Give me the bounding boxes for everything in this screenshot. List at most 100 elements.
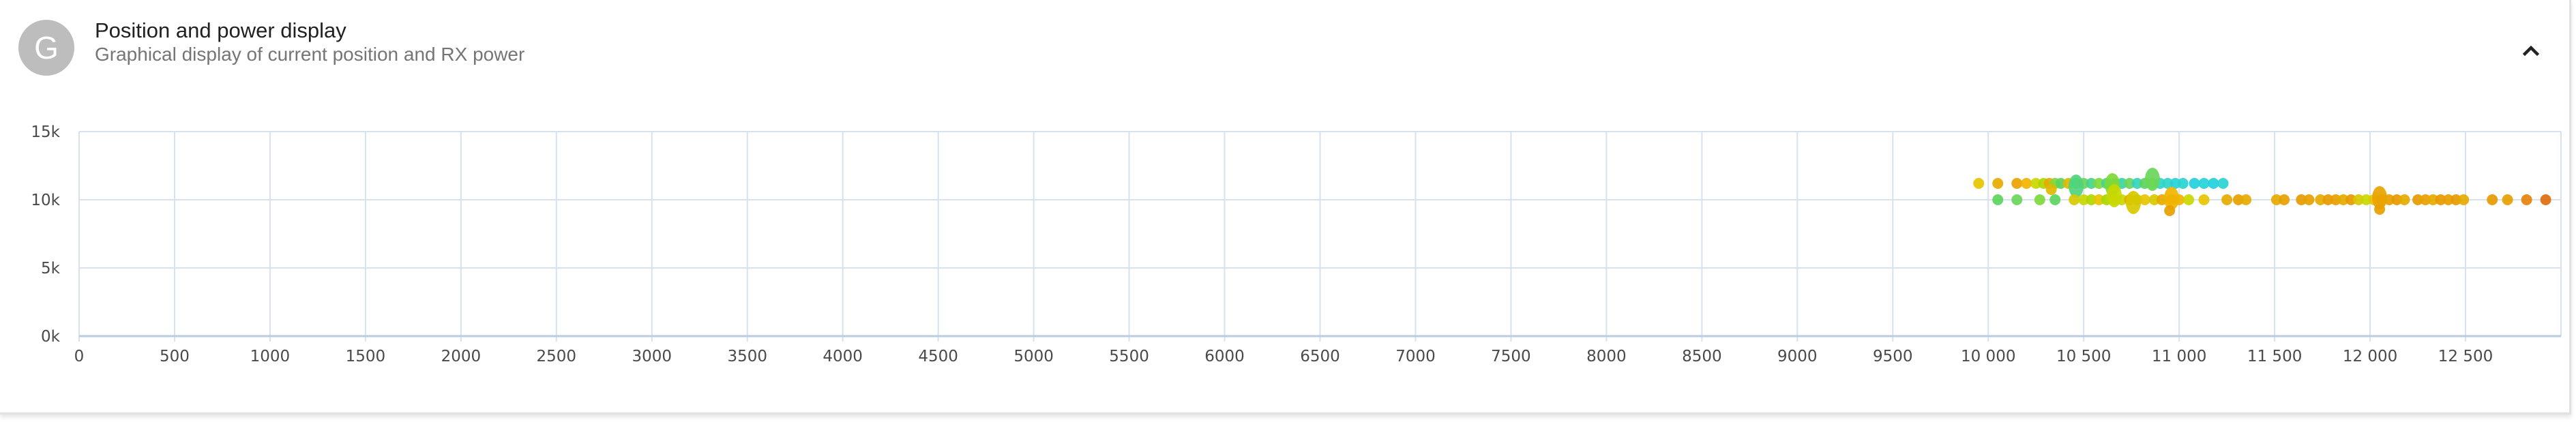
data-point <box>2374 204 2386 215</box>
data-point <box>2069 194 2080 205</box>
x-tick-label: 11 500 <box>2247 348 2302 365</box>
data-point <box>2086 194 2097 205</box>
x-tick-label: 2500 <box>537 348 577 365</box>
x-tick-label: 10 000 <box>1961 348 2015 365</box>
collapse-button[interactable] <box>2512 31 2550 70</box>
data-point <box>2093 194 2105 205</box>
data-point <box>2540 194 2551 205</box>
data-point <box>2279 194 2290 205</box>
data-point <box>2270 194 2282 205</box>
data-point <box>2164 205 2176 216</box>
data-point <box>2435 194 2446 205</box>
position-power-chart: 0 500 1000 1500 2000 2500 3000 3500 4000 4500 5000… <box>31 123 2562 365</box>
x-tick-label: 8000 <box>1586 348 1627 365</box>
data-point <box>2442 194 2454 205</box>
chart-grid <box>78 131 2562 342</box>
data-point <box>2131 178 2143 189</box>
data-point <box>2021 178 2032 189</box>
data-point <box>2391 194 2403 205</box>
x-tick-label: 7000 <box>1395 348 1436 365</box>
data-point <box>2337 194 2349 205</box>
card-header: G Position and power display Graphical d… <box>0 0 2569 102</box>
x-tick-label: 4000 <box>823 348 863 365</box>
x-tick-label: 8500 <box>1682 348 1722 365</box>
position-power-card: G Position and power display Graphical d… <box>0 0 2571 415</box>
x-tick-label: 7500 <box>1491 348 1531 365</box>
data-point <box>2420 194 2431 205</box>
y-tick-label: 10k <box>31 192 60 209</box>
data-point <box>2198 178 2210 189</box>
chart-axes: 0 500 1000 1500 2000 2500 3000 3500 4000 4500 5000… <box>31 123 2561 365</box>
y-tick-label: 15k <box>31 123 60 141</box>
data-point <box>2125 191 2141 214</box>
y-tick-label: 5k <box>41 260 61 277</box>
data-point <box>2183 194 2195 205</box>
data-point <box>2399 194 2410 205</box>
data-point <box>1992 194 2004 205</box>
data-point <box>2458 194 2470 205</box>
chevron-up-icon <box>2522 45 2540 57</box>
data-point <box>2189 178 2200 189</box>
data-point <box>2502 194 2513 205</box>
data-point <box>2412 194 2424 205</box>
data-point <box>2078 194 2090 205</box>
data-point <box>2487 194 2498 205</box>
data-point <box>2451 194 2462 205</box>
x-tick-label: 500 <box>160 348 190 365</box>
data-point <box>2045 184 2057 195</box>
data-point <box>2170 178 2181 189</box>
data-point <box>2322 194 2334 205</box>
data-point <box>2330 194 2341 205</box>
data-point <box>1992 178 2004 189</box>
x-tick-label: 6000 <box>1204 348 1245 365</box>
data-point <box>2296 194 2307 205</box>
data-point <box>1973 178 1985 189</box>
x-tick-label: 12 000 <box>2343 348 2397 365</box>
data-point <box>2162 178 2174 189</box>
data-point <box>2345 194 2357 205</box>
x-tick-label: 5000 <box>1013 348 1054 365</box>
x-tick-label: 4500 <box>918 348 958 365</box>
data-point <box>2221 194 2233 205</box>
x-tick-label: 9500 <box>1873 348 1913 365</box>
data-point <box>2232 194 2244 205</box>
data-point <box>2034 194 2045 205</box>
x-tick-label: 10 500 <box>2056 348 2111 365</box>
data-point <box>2106 184 2122 207</box>
data-point <box>2198 194 2210 205</box>
data-point <box>2148 194 2160 205</box>
x-tick-label: 12 500 <box>2438 348 2493 365</box>
data-point <box>2068 175 2084 198</box>
data-point <box>2521 194 2532 205</box>
data-point <box>2177 178 2189 189</box>
data-point <box>2303 194 2315 205</box>
x-tick-label: 2000 <box>441 348 482 365</box>
x-tick-label: 0 <box>74 348 85 365</box>
data-point <box>2240 194 2252 205</box>
card-title: Position and power display <box>95 18 346 42</box>
data-point <box>2049 194 2061 205</box>
data-point <box>2124 178 2135 189</box>
data-point <box>2217 178 2229 189</box>
x-tick-label: 1000 <box>250 348 291 365</box>
card-subtitle: Graphical display of current position an… <box>95 44 525 65</box>
x-tick-label: 11 000 <box>2152 348 2206 365</box>
chart-points <box>1973 168 2551 216</box>
x-tick-label: 5500 <box>1109 348 1149 365</box>
data-point <box>2163 187 2179 210</box>
x-tick-label: 3000 <box>632 348 672 365</box>
avatar: G <box>18 20 74 76</box>
data-point <box>2427 194 2439 205</box>
x-tick-label: 1500 <box>346 348 386 365</box>
data-point <box>2011 194 2023 205</box>
data-point <box>2086 178 2097 189</box>
data-point <box>2208 178 2219 189</box>
data-point <box>2372 186 2388 209</box>
data-point <box>2055 178 2067 189</box>
y-tick-label: 0k <box>41 328 61 346</box>
data-point <box>2030 178 2042 189</box>
data-point <box>2144 168 2160 191</box>
x-tick-label: 6500 <box>1300 348 1340 365</box>
x-tick-label: 3500 <box>727 348 767 365</box>
data-point <box>2139 194 2150 205</box>
